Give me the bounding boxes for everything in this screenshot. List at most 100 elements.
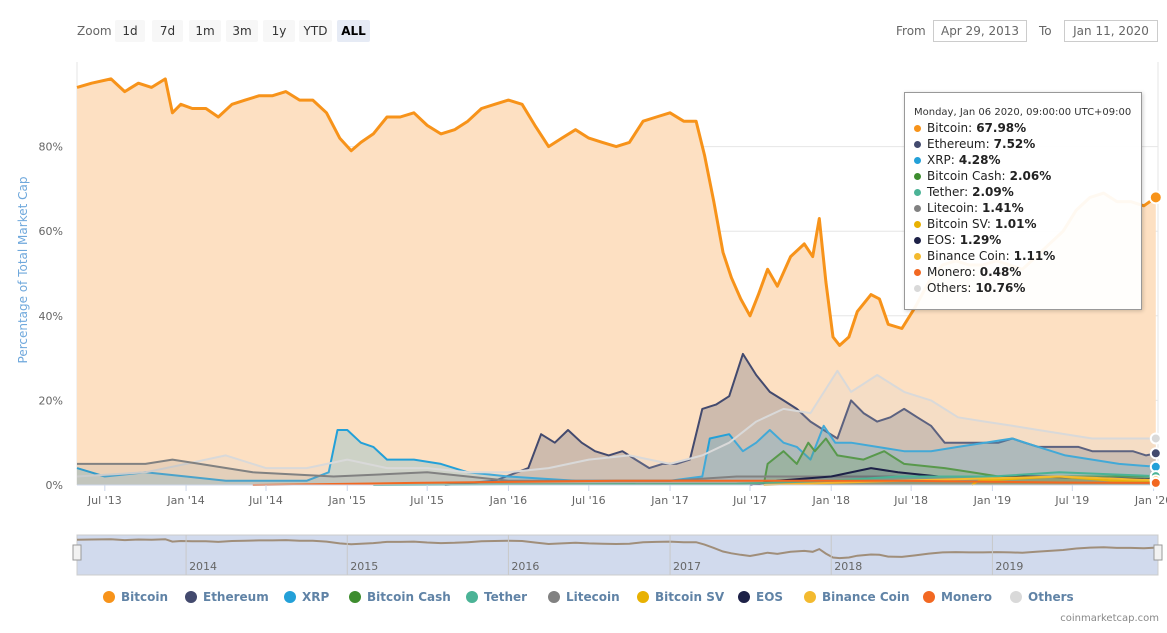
x-tick-label: Jul '16 [571,494,606,507]
legend-item-litecoin[interactable]: Litecoin [548,590,620,604]
legend-item-bitcoin[interactable]: Bitcoin [103,590,168,604]
legend-item-others[interactable]: Others [1010,590,1074,604]
tooltip-series-name: Bitcoin SV: [927,217,991,231]
y-tick-label: 20% [39,394,63,407]
legend-label: XRP [302,590,330,604]
tooltip-dot [914,220,921,228]
tooltip-series-name: Others: [927,281,972,295]
y-tick-label: 60% [39,225,63,238]
tooltip-series-value: 7.52% [993,137,1036,151]
legend-item-bitcoin-cash[interactable]: Bitcoin Cash [349,590,451,604]
zoom-1d-button[interactable]: 1d [115,20,145,42]
tooltip-dot [914,124,921,132]
tooltip-dot [914,140,921,148]
x-tick-label: Jan '17 [650,494,688,507]
zoom-7d-button[interactable]: 7d [152,20,183,42]
navigator-window[interactable] [76,534,1159,576]
legend-dot [923,591,935,603]
tooltip-series-name: Bitcoin: [927,121,973,135]
tooltip-row: Monero: 0.48% [914,264,1021,280]
legend-dot [738,591,750,603]
tooltip-series-value: 1.01% [994,217,1037,231]
navigator[interactable]: 2014 2015 2016 2017 2018 2019 [72,534,1163,576]
legend-label: Bitcoin SV [655,590,725,604]
x-tick-label: Jan '19 [973,494,1011,507]
legend-dot [637,591,649,603]
line-tether [373,471,1156,486]
tooltip-series-value: 1.11% [1013,249,1056,263]
legend-item-xrp[interactable]: XRP [284,590,329,604]
tooltip-date: Monday, Jan 06 2020, 09:00:00 UTC+09:00 [914,107,1132,118]
zoom-3m-button[interactable]: 3m [226,20,258,42]
tooltip-series-value: 0.48% [979,265,1022,279]
tooltip-series-value: 2.06% [1009,169,1052,183]
tooltip-series-value: 1.41% [982,201,1024,215]
credit-text[interactable]: coinmarketcap.com [1060,613,1159,624]
navigator-handle[interactable] [72,544,82,561]
tooltip-series-value: 67.98% [976,121,1027,135]
tooltip-dot [914,204,921,212]
tooltip-dot [914,172,921,180]
tooltip-row: Litecoin: 1.41% [914,200,1024,216]
series-areas [76,77,1157,486]
from-date-input[interactable]: Apr 29, 2013 [933,20,1027,42]
legend-item-eos[interactable]: EOS [738,590,783,604]
zoom-ytd-button[interactable]: YTD [299,20,332,42]
range-selector-bar: Zoom 1d 7d 1m 3m 1y YTD ALL From Apr 29,… [0,0,1167,60]
line-others [76,369,1156,478]
x-tick-label: Jul '15 [409,494,444,507]
legend-item-bitcoin-sv[interactable]: Bitcoin SV [637,590,724,604]
tooltip-series-name: Bitcoin Cash: [927,169,1006,183]
tooltip-series-name: Litecoin: [927,201,979,215]
marker-bitcoin [1148,190,1163,205]
x-tick-label: Jan '15 [328,494,366,507]
tooltip-series-name: Tether: [927,185,969,199]
tooltip-series-name: Binance Coin: [927,249,1010,263]
y-tick-label: 0% [46,479,63,492]
tooltip-dot [914,156,921,164]
legend-dot [804,591,816,603]
legend-label: Others [1028,590,1074,604]
end-markers [1148,190,1163,489]
x-tick-label: Jul '18 [893,494,928,507]
tooltip-series-value: 10.76% [975,281,1026,295]
zoom-all-button[interactable]: ALL [337,20,370,42]
zoom-1y-button[interactable]: 1y [263,20,295,42]
tooltip-series-value: 4.28% [958,153,1001,167]
x-tick-label: Jul '14 [248,494,283,507]
legend-dot [284,591,296,603]
axes: 0% 20% 40% 60% 80% Percentage of Total Market… [16,141,1167,507]
tooltip-dot [914,188,921,196]
x-tick-label: Jan '18 [811,494,849,507]
tooltip-series-value: 2.09% [972,185,1014,199]
to-date-input[interactable]: Jan 11, 2020 [1064,20,1158,42]
legend-dot [185,591,197,603]
tooltip-series-name: Ethereum: [927,137,990,151]
navigator-handle[interactable] [1153,544,1163,561]
zoom-1m-button[interactable]: 1m [189,20,221,42]
legend-item-binance-coin[interactable]: Binance Coin [804,590,910,604]
area-others [77,370,1156,485]
legend-dot [1010,591,1022,603]
area-bitcoin-cash [763,438,1156,485]
legend-item-monero[interactable]: Monero [923,590,992,604]
y-tick-label: 80% [39,141,63,154]
line-bitcoin-cash [762,437,1156,486]
tooltip-row: Others: 10.76% [914,280,1025,296]
tooltip-row: Ethereum: 7.52% [914,136,1035,152]
chart-tooltip: Monday, Jan 06 2020, 09:00:00 UTC+09:00 … [904,92,1142,310]
legend-item-ethereum[interactable]: Ethereum [185,590,269,604]
legend-item-tether[interactable]: Tether [466,590,527,604]
legend-label: Binance Coin [822,590,910,604]
navigator-year-label: 2016 [511,560,539,573]
tooltip-row: EOS: 1.29% [914,232,1001,248]
legend-label: EOS [756,590,784,604]
tooltip-dot [914,252,921,260]
x-tick-label: Jan '20 [1134,494,1167,507]
x-tick-label: Jul '13 [87,494,122,507]
tooltip-row: Bitcoin: 67.98% [914,120,1026,136]
to-label: To [1039,24,1052,38]
legend-dot [466,591,478,603]
navigator-year-label: 2015 [350,560,378,573]
marker-ethereum [1149,447,1162,460]
